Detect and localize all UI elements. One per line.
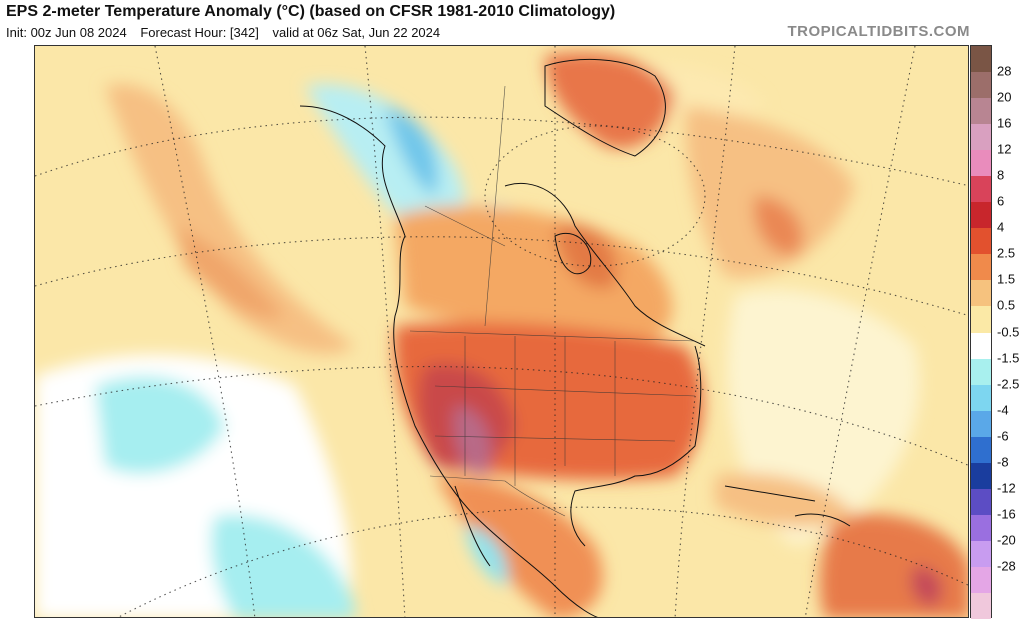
chart-title: EPS 2-meter Temperature Anomaly (°C) (ba… <box>6 3 616 20</box>
colorbar-segment <box>971 384 991 412</box>
colorbar-label: 1.5 <box>997 271 1016 287</box>
colorbar-segment <box>971 514 991 542</box>
colorbar-label: -12 <box>997 480 1016 496</box>
political-borders <box>409 85 696 517</box>
colorbar-label: -16 <box>997 506 1016 522</box>
colorbar-label: 8 <box>997 167 1005 183</box>
colorbar-label: -4 <box>997 402 1009 418</box>
colorbar-segment <box>971 72 991 99</box>
colorbar-segment <box>971 202 991 229</box>
init-time: Init: 00z Jun 08 2024 <box>6 25 127 40</box>
colorbar-label: 6 <box>997 193 1005 209</box>
colorbar-label: -2.5 <box>997 376 1020 392</box>
colorbar-label: -0.5 <box>997 324 1020 339</box>
colorbar-label: -6 <box>997 428 1009 444</box>
graticule <box>35 46 968 617</box>
anomaly-map <box>34 45 969 618</box>
colorbar-segment <box>971 280 991 307</box>
colorbar-label: -20 <box>997 532 1016 548</box>
colorbar-segment <box>971 436 991 464</box>
colorbar-label: 28 <box>997 63 1012 79</box>
colorbar-segment <box>971 176 991 203</box>
anomaly-field <box>35 52 968 617</box>
colorbar-segment <box>971 254 991 281</box>
map-svg <box>35 46 968 617</box>
colorbar-segment <box>971 358 991 386</box>
colorbar-label: 20 <box>997 89 1012 105</box>
colorbar-label: -1.5 <box>997 350 1020 366</box>
coastlines <box>299 59 851 617</box>
colorbar-segment <box>971 306 991 333</box>
colorbar-segment <box>971 540 991 568</box>
colorbar-label: 2.5 <box>997 245 1016 261</box>
colorbar-segment <box>971 592 991 620</box>
colorbar-label: -28 <box>997 558 1016 574</box>
colorbar-segment <box>971 124 991 151</box>
colorbar-segment <box>971 228 991 255</box>
colorbar-segment <box>971 488 991 516</box>
forecast-hour: Forecast Hour: [342] <box>140 25 259 40</box>
colorbar-segment <box>971 150 991 177</box>
colorbar-label: 16 <box>997 115 1012 131</box>
colorbar-label: 12 <box>997 141 1012 157</box>
colorbar <box>970 45 992 620</box>
colorbar-segment <box>971 332 991 360</box>
valid-time: valid at 06z Sat, Jun 22 2024 <box>272 25 441 40</box>
colorbar-segment <box>971 462 991 490</box>
colorbar-segment <box>971 98 991 125</box>
colorbar-segment <box>971 566 991 594</box>
forecast-info: Init: 00z Jun 08 2024 Forecast Hour: [34… <box>6 25 450 40</box>
colorbar-label: 0.5 <box>997 297 1016 313</box>
colorbar-segment <box>971 46 991 73</box>
colorbar-label: -8 <box>997 454 1009 470</box>
colorbar-segment <box>971 410 991 438</box>
site-watermark: TROPICALTIDBITS.COM <box>787 23 970 40</box>
colorbar-label: 4 <box>997 219 1005 235</box>
